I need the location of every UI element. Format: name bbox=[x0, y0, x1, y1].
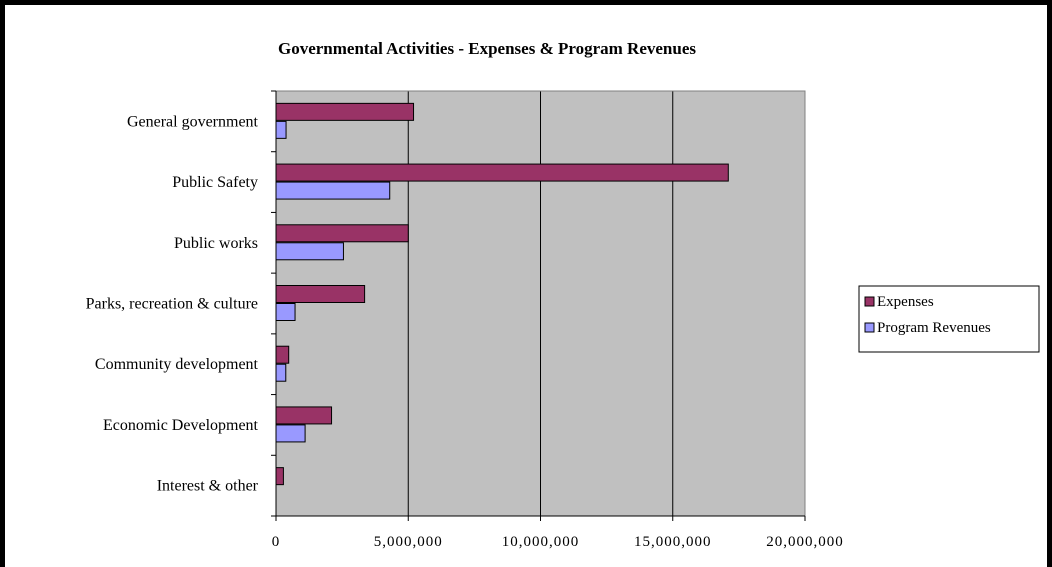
legend-swatch bbox=[864, 296, 875, 307]
bar-expenses bbox=[275, 467, 284, 486]
legend-swatch bbox=[864, 322, 875, 333]
bar-expenses bbox=[275, 163, 729, 182]
bar-program-revenues bbox=[275, 242, 344, 261]
bar-expenses bbox=[275, 406, 333, 425]
bar-program-revenues bbox=[275, 363, 287, 382]
chart-title: Governmental Activities - Expenses & Pro… bbox=[278, 39, 696, 58]
bar-program-revenues bbox=[275, 120, 287, 139]
category-label: Economic Development bbox=[103, 417, 259, 434]
bar-expenses bbox=[275, 102, 415, 121]
x-tick-label: 15,000,000 bbox=[634, 534, 712, 550]
x-tick-label: 20,000,000 bbox=[766, 534, 844, 550]
bar-expenses bbox=[275, 224, 409, 243]
x-tick-label: 10,000,000 bbox=[502, 534, 580, 550]
category-label: General government bbox=[127, 113, 259, 130]
bar-program-revenues bbox=[275, 424, 306, 443]
bar-program-revenues bbox=[275, 303, 296, 321]
category-label: Community development bbox=[95, 356, 259, 373]
x-tick-label: 5,000,000 bbox=[374, 534, 443, 550]
legend: Expenses Program Revenues bbox=[858, 285, 1040, 353]
bar-expenses bbox=[275, 345, 290, 364]
legend-box bbox=[858, 285, 1040, 353]
plot-area: General government Public Safety Public wo… bbox=[86, 90, 844, 550]
bar-expenses bbox=[275, 285, 366, 303]
legend-label: Program Revenues bbox=[877, 320, 991, 336]
x-tick-label: 0 bbox=[272, 534, 281, 550]
category-label: Parks, recreation & culture bbox=[86, 296, 258, 313]
category-label: Public works bbox=[174, 235, 258, 252]
category-label: Public Safety bbox=[172, 174, 258, 191]
bar-program-revenues bbox=[275, 181, 391, 200]
category-label: Interest & other bbox=[157, 478, 259, 495]
legend-label: Expenses bbox=[877, 294, 934, 310]
